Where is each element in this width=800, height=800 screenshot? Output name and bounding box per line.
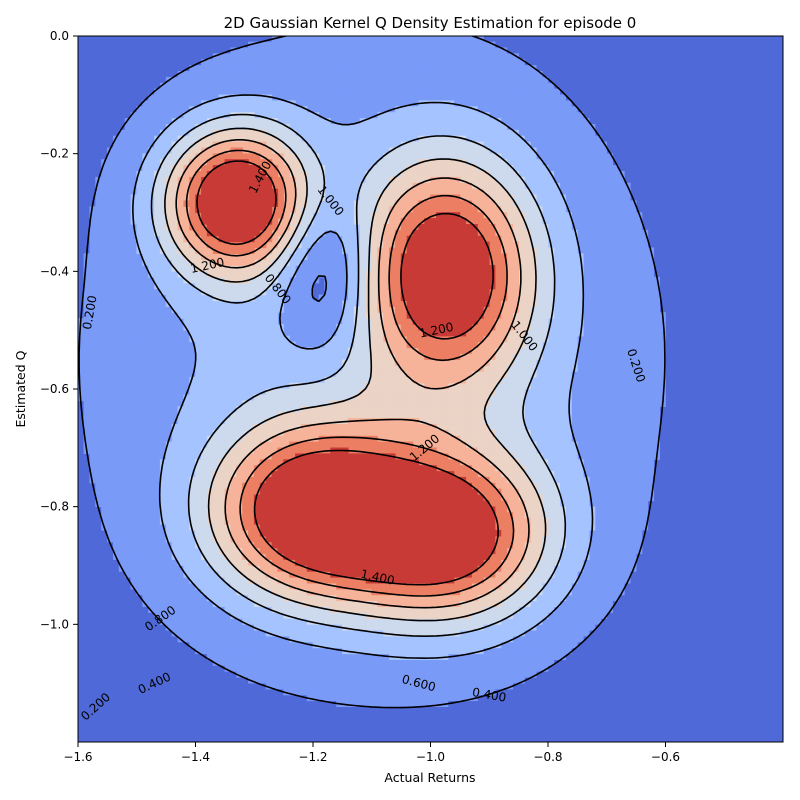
contour-label-text: 1.200 bbox=[189, 255, 226, 276]
y-tick-label: 0.0 bbox=[50, 29, 69, 43]
x-axis-ticks: −1.6 −1.4 −1.2 −1.0 −0.8 −0.6 bbox=[63, 742, 680, 764]
y-tick-label: −0.6 bbox=[40, 382, 69, 396]
contour-label-text: 0.200 bbox=[80, 294, 100, 330]
y-tick-label: −0.4 bbox=[40, 264, 69, 278]
contour-label: 0.400 bbox=[471, 685, 507, 705]
contour-line bbox=[185, 149, 515, 597]
contour-label-text: 1.200 bbox=[418, 320, 455, 341]
contour-label-text: 0.400 bbox=[471, 685, 507, 705]
contour-line bbox=[164, 127, 547, 622]
y-axis-label: Estimated Q bbox=[13, 350, 28, 427]
x-axis-label: Actual Returns bbox=[384, 770, 475, 785]
x-tick-label: −0.6 bbox=[651, 750, 680, 764]
contour-label: 1.200 bbox=[189, 255, 226, 276]
x-tick-label: −1.0 bbox=[416, 750, 445, 764]
chart-title: 2D Gaussian Kernel Q Density Estimation … bbox=[224, 14, 637, 32]
contour-line bbox=[150, 113, 567, 637]
contour-lines bbox=[78, 36, 666, 709]
contour-label-text: 1.400 bbox=[359, 567, 396, 588]
contour-line bbox=[196, 160, 499, 586]
y-axis-ticks: 0.0 −0.2 −0.4 −0.6 −0.8 −1.0 bbox=[40, 29, 78, 631]
x-tick-label: −0.8 bbox=[533, 750, 562, 764]
density-bands bbox=[78, 36, 666, 707]
contour-label: 1.400 bbox=[359, 567, 396, 588]
x-tick-label: −1.2 bbox=[298, 750, 327, 764]
y-tick-label: −0.8 bbox=[40, 500, 69, 514]
contour-label: 0.200 bbox=[80, 294, 100, 330]
x-tick-label: −1.4 bbox=[181, 750, 210, 764]
x-tick-label: −1.6 bbox=[63, 750, 92, 764]
y-tick-label: −1.0 bbox=[40, 617, 69, 631]
contour-line bbox=[78, 36, 666, 709]
contour-label: 1.200 bbox=[418, 320, 455, 341]
contour-line bbox=[175, 139, 530, 609]
contour-line bbox=[132, 94, 594, 659]
y-tick-label: −0.2 bbox=[40, 147, 69, 161]
density-band bbox=[195, 159, 502, 584]
